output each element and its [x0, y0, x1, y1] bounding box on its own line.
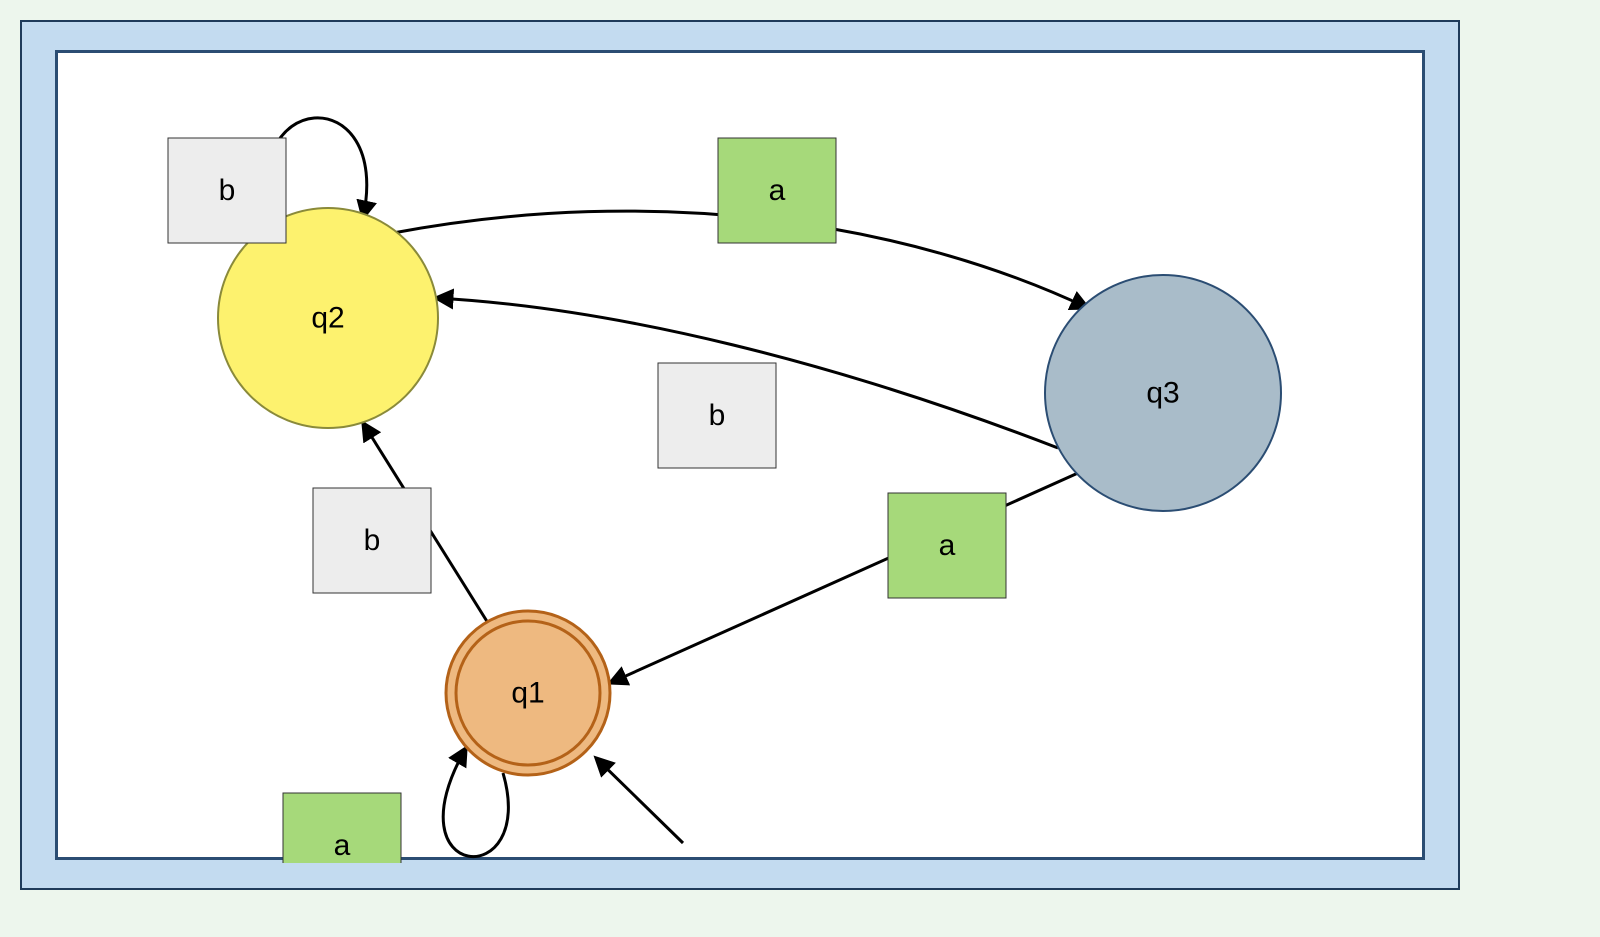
edge-label-text-lbl-a-q2-q3: a — [769, 174, 786, 207]
edge-label-lbl-a-q2-q3: a — [718, 138, 836, 243]
state-label-q3: q3 — [1146, 377, 1179, 410]
edge-label-text-lbl-a-q3-q1: a — [939, 529, 956, 562]
edge-label-lbl-b-q1-q2: b — [313, 488, 431, 593]
edge-label-lbl-a-q1-loop: a — [283, 793, 401, 863]
state-node-q3: q3 — [1045, 275, 1281, 511]
edge-label-lbl-b-q2-loop: b — [168, 138, 286, 243]
inner-frame: q1 q2 q3 b a b b a a — [55, 50, 1425, 860]
edge-e-q3-q1 — [610, 473, 1078, 683]
state-label-q2: q2 — [311, 302, 344, 335]
edge-label-text-lbl-a-q1-loop: a — [334, 829, 351, 862]
edge-label-text-lbl-b-q3-q2: b — [709, 399, 726, 432]
state-label-q1: q1 — [511, 677, 544, 710]
page-background: q1 q2 q3 b a b b a a — [0, 0, 1600, 937]
edge-label-text-lbl-b-q1-q2: b — [364, 524, 381, 557]
state-machine-diagram: q1 q2 q3 b a b b a a — [58, 53, 1428, 863]
edge-label-text-lbl-b-q2-loop: b — [219, 174, 236, 207]
edge-e-start-q1 — [596, 758, 683, 843]
edge-label-lbl-b-q3-q2: b — [658, 363, 776, 468]
edge-label-lbl-a-q3-q1: a — [888, 493, 1006, 598]
state-node-q1: q1 — [446, 611, 610, 775]
